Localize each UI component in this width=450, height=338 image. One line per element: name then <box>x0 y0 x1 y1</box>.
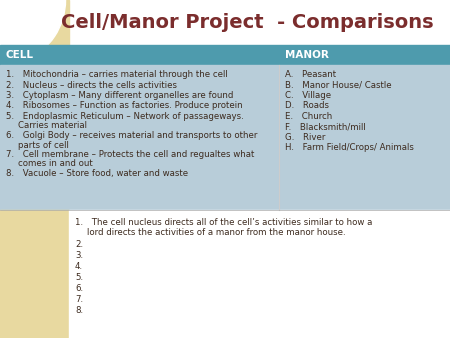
Text: Cell/Manor Project  - Comparisons: Cell/Manor Project - Comparisons <box>61 13 434 32</box>
Bar <box>0 45 450 65</box>
Text: E. Church: E. Church <box>285 112 332 121</box>
Text: Carries material: Carries material <box>18 121 87 130</box>
Text: 6.: 6. <box>75 284 83 293</box>
Text: lord directs the activities of a manor from the manor house.: lord directs the activities of a manor f… <box>87 228 346 237</box>
Text: comes in and out: comes in and out <box>18 160 93 169</box>
Text: H. Farm Field/Crops/ Animals: H. Farm Field/Crops/ Animals <box>285 144 414 152</box>
Text: G. River: G. River <box>285 133 325 142</box>
Text: 8.: 8. <box>75 306 83 315</box>
Bar <box>0 65 450 210</box>
Text: 5. Endoplasmic Reticulum – Network of passageways.: 5. Endoplasmic Reticulum – Network of pa… <box>6 112 244 121</box>
Text: 5.: 5. <box>75 273 83 282</box>
Text: CELL: CELL <box>6 50 34 60</box>
Bar <box>0 0 69 45</box>
Text: 2. Nucleus – directs the cells activities: 2. Nucleus – directs the cells activitie… <box>6 80 177 90</box>
Text: 3. Cytoplasm – Many different organelles are found: 3. Cytoplasm – Many different organelles… <box>6 91 234 100</box>
Text: parts of cell: parts of cell <box>18 141 69 149</box>
Text: 6. Golgi Body – receives material and transports to other: 6. Golgi Body – receives material and tr… <box>6 131 257 140</box>
Text: 2.: 2. <box>75 240 83 249</box>
Text: 3.: 3. <box>75 251 83 260</box>
Text: F. Blacksmith/mill: F. Blacksmith/mill <box>285 122 366 131</box>
Text: 8. Vacuole – Store food, water and waste: 8. Vacuole – Store food, water and waste <box>6 169 188 178</box>
Text: 7. Cell membrane – Protects the cell and regualtes what: 7. Cell membrane – Protects the cell and… <box>6 150 254 159</box>
Text: 4. Ribosomes – Function as factories. Produce protein: 4. Ribosomes – Function as factories. Pr… <box>6 101 243 111</box>
Bar <box>69 210 450 338</box>
Wedge shape <box>0 0 66 66</box>
Text: MANOR: MANOR <box>285 50 329 60</box>
Text: 1. The cell nucleus directs all of the cell’s activities similar to how a: 1. The cell nucleus directs all of the c… <box>75 218 373 227</box>
Text: 4.: 4. <box>75 262 83 271</box>
Text: A. Peasant: A. Peasant <box>285 70 336 79</box>
Text: B. Manor House/ Castle: B. Manor House/ Castle <box>285 80 392 90</box>
Bar <box>0 0 450 45</box>
Text: 7.: 7. <box>75 295 83 304</box>
Text: C. Village: C. Village <box>285 91 331 100</box>
Bar <box>0 210 69 338</box>
Text: 1. Mitochondria – carries material through the cell: 1. Mitochondria – carries material throu… <box>6 70 228 79</box>
Text: D. Roads: D. Roads <box>285 101 329 111</box>
